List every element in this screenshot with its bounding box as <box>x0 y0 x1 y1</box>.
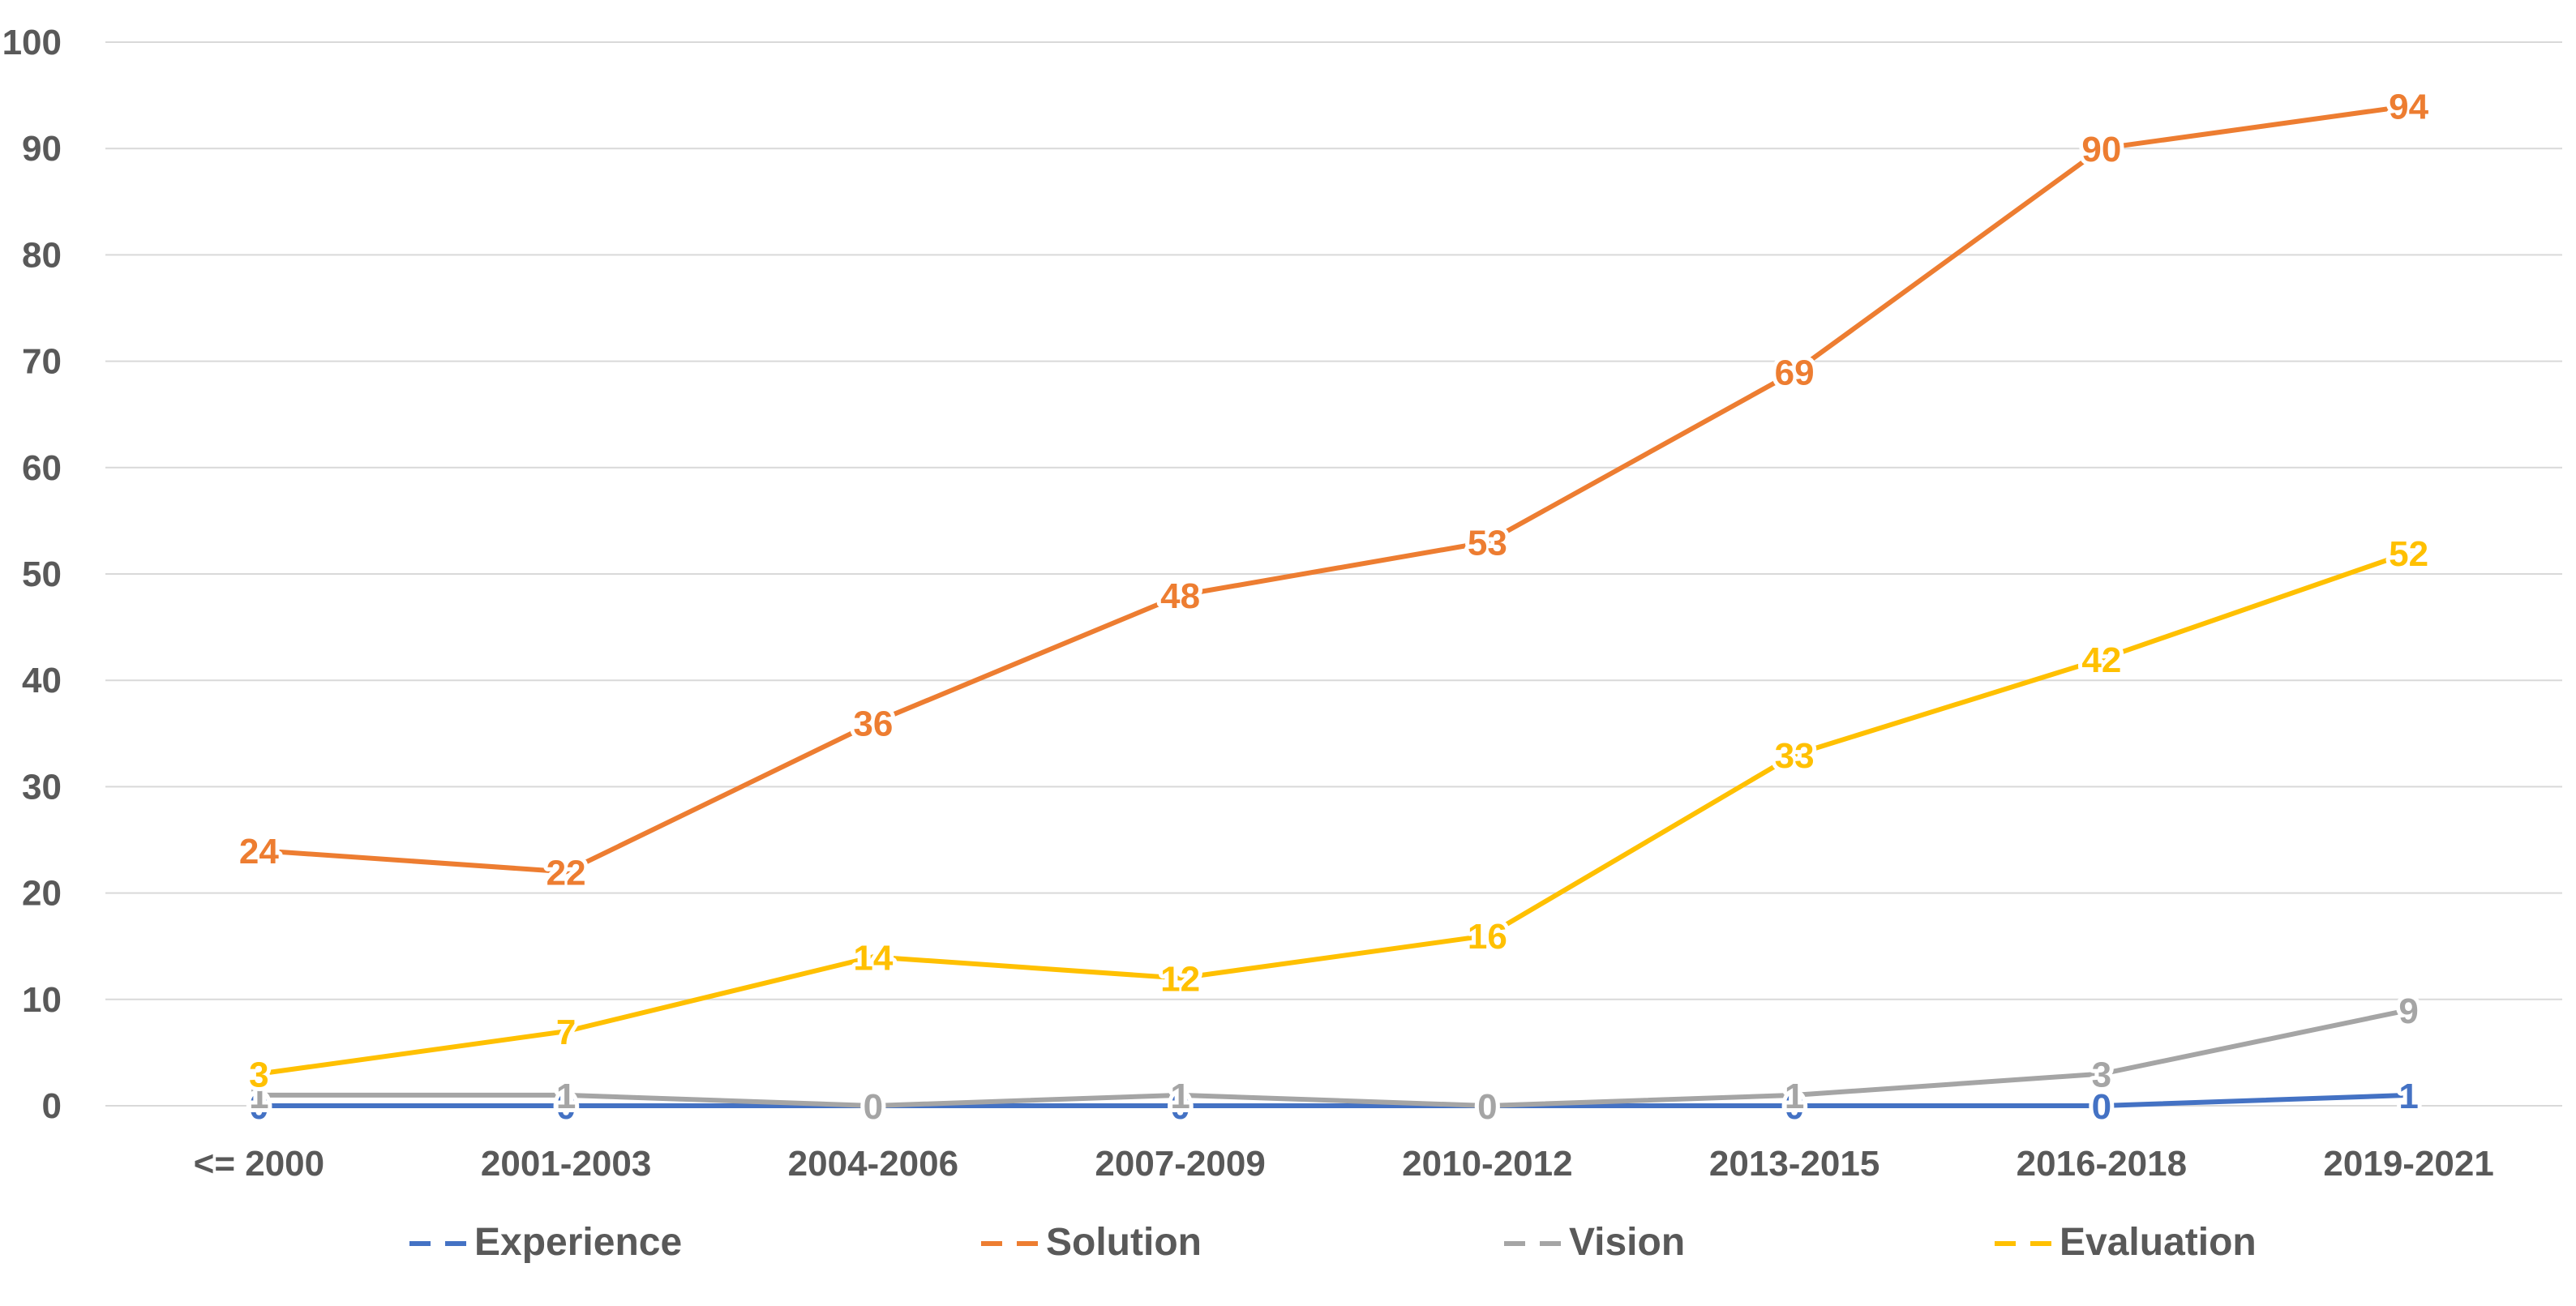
data-label-solution: 53 <box>1468 524 1507 563</box>
y-tick-label: 0 <box>42 1086 62 1126</box>
y-tick-label: 40 <box>22 661 62 700</box>
y-tick-label: 100 <box>2 23 62 62</box>
data-label-solution: 24 <box>239 832 279 871</box>
legend-item-evaluation: Evaluation <box>1995 1221 2257 1264</box>
data-label-experience: 0 <box>556 1087 576 1127</box>
legend-label-evaluation: Evaluation <box>2060 1221 2257 1264</box>
series-line-experience <box>256 1092 2411 1108</box>
y-tick-label: 30 <box>22 767 62 807</box>
data-label-experience: 0 <box>2092 1087 2111 1127</box>
data-label-evaluation: 14 <box>853 938 893 978</box>
data-label-evaluation: 12 <box>1160 960 1200 1000</box>
series-lines <box>256 103 2411 1108</box>
data-label-solution: 90 <box>2081 130 2121 169</box>
data-label-vision: 1 <box>1785 1077 1804 1116</box>
x-tick-label: 2007-2009 <box>1095 1144 1265 1184</box>
data-label-vision: 1 <box>556 1077 576 1116</box>
data-label-experience: 0 <box>1785 1087 1804 1127</box>
data-label-experience: 0 <box>1477 1087 1497 1127</box>
data-label-experience: 0 <box>1170 1087 1189 1127</box>
data-label-evaluation: 42 <box>2081 640 2121 680</box>
x-tick-label: <= 2000 <box>194 1144 325 1184</box>
data-label-experience: 0 <box>249 1087 268 1127</box>
data-label-evaluation: 52 <box>2389 534 2428 574</box>
x-tick-label: 2004-2006 <box>788 1144 958 1184</box>
series-line-solution <box>256 103 2411 875</box>
x-axis: <= 2000 2001-2003 2004-2006 2007-2009 2010-2… <box>194 1144 2494 1184</box>
data-label-solution: 36 <box>853 704 893 744</box>
data-label-experience: 1 <box>2398 1077 2418 1116</box>
legend-item-experience: Experience <box>409 1221 682 1264</box>
data-label-solution: 94 <box>2389 88 2428 127</box>
data-label-evaluation: 3 <box>249 1056 268 1095</box>
y-tick-label: 50 <box>22 555 62 594</box>
y-tick-label: 90 <box>22 129 62 169</box>
legend: Experience Solution Vision Evaluation <box>409 1221 2257 1264</box>
legend-item-solution: Solution <box>981 1221 1202 1264</box>
data-label-solution: 69 <box>1775 353 1815 393</box>
data-label-evaluation: 7 <box>556 1013 576 1052</box>
data-label-vision: 9 <box>2398 991 2418 1031</box>
x-tick-label: 2010-2012 <box>1402 1144 1572 1184</box>
legend-label-vision: Vision <box>1569 1221 1685 1264</box>
series-line-vision <box>256 1007 2411 1108</box>
legend-label-experience: Experience <box>474 1221 682 1264</box>
series-line-evaluation <box>256 550 2411 1077</box>
gridlines <box>105 41 2562 1107</box>
data-label-solution: 22 <box>546 853 586 893</box>
data-label-vision: 0 <box>1477 1087 1497 1127</box>
data-label-evaluation: 16 <box>1468 917 1507 957</box>
y-tick-label: 60 <box>22 448 62 488</box>
x-tick-label: 2016-2018 <box>2017 1144 2187 1184</box>
data-label-solution: 48 <box>1160 576 1200 616</box>
x-tick-label: 2013-2015 <box>1709 1144 1879 1184</box>
x-tick-label: 2001-2003 <box>481 1144 651 1184</box>
data-label-experience: 0 <box>864 1087 883 1127</box>
data-label-vision: 1 <box>1170 1077 1189 1116</box>
y-axis: 0 10 20 30 40 50 60 70 80 90 100 <box>2 23 62 1126</box>
legend-item-vision: Vision <box>1504 1221 1685 1264</box>
y-tick-label: 10 <box>22 980 62 1020</box>
data-label-vision: 3 <box>2092 1056 2111 1095</box>
legend-label-solution: Solution <box>1046 1221 1202 1264</box>
data-label-evaluation: 33 <box>1775 736 1815 776</box>
y-tick-label: 80 <box>22 235 62 275</box>
y-tick-label: 20 <box>22 874 62 914</box>
y-tick-label: 70 <box>22 342 62 382</box>
x-tick-label: 2019-2021 <box>2323 1144 2493 1184</box>
data-label-vision: 0 <box>864 1087 883 1127</box>
data-label-vision: 1 <box>249 1077 268 1116</box>
